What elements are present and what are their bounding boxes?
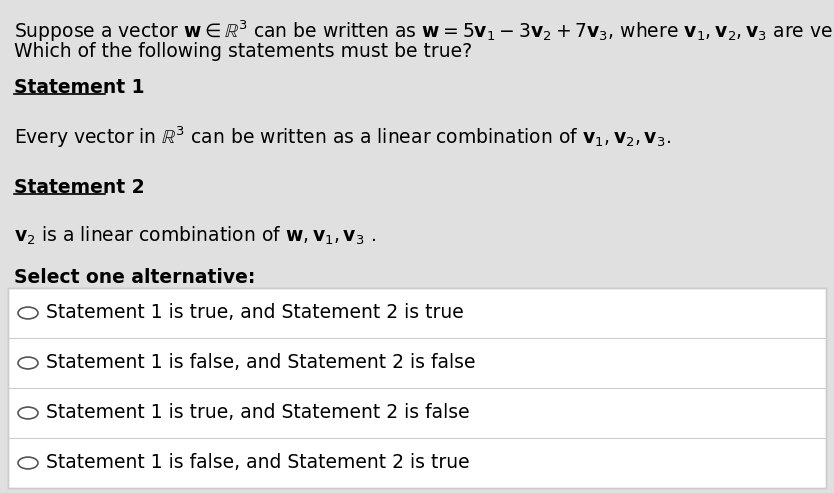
Text: Statement 1 is false, and Statement 2 is true: Statement 1 is false, and Statement 2 is… (46, 454, 470, 472)
Text: Statement 2: Statement 2 (14, 178, 144, 197)
Text: $\mathbf{v}_2$ is a linear combination of $\mathbf{w}, \mathbf{v}_1, \mathbf{v}_: $\mathbf{v}_2$ is a linear combination o… (14, 225, 376, 247)
Text: Which of the following statements must be true?: Which of the following statements must b… (14, 42, 472, 61)
Text: Statement 1 is true, and Statement 2 is false: Statement 1 is true, and Statement 2 is … (46, 403, 470, 423)
Text: Statement 1 is true, and Statement 2 is true: Statement 1 is true, and Statement 2 is … (46, 304, 464, 322)
Text: Statement 1 is false, and Statement 2 is false: Statement 1 is false, and Statement 2 is… (46, 353, 475, 373)
FancyBboxPatch shape (8, 288, 826, 488)
Text: Every vector in $\mathbb{R}^3$ can be written as a linear combination of $\mathb: Every vector in $\mathbb{R}^3$ can be wr… (14, 125, 671, 150)
Text: Statement 1: Statement 1 (14, 78, 144, 97)
Text: Select one alternative:: Select one alternative: (14, 268, 255, 287)
Text: Suppose a vector $\mathbf{w} \in \mathbb{R}^3$ can be written as $\mathbf{w} = 5: Suppose a vector $\mathbf{w} \in \mathbb… (14, 18, 834, 43)
